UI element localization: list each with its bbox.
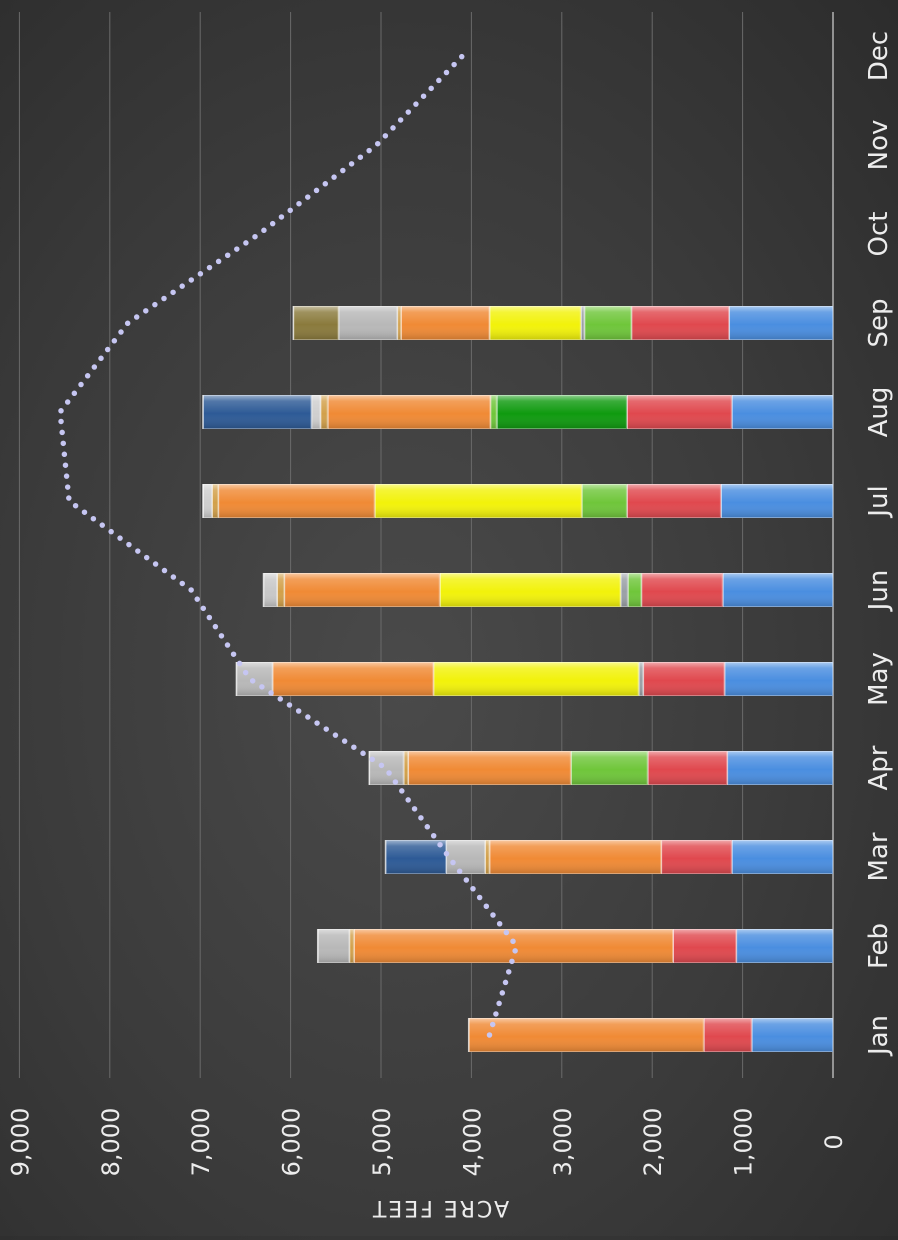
y-tick-label: 8,000 [97,1108,125,1177]
bar-segment [488,840,662,874]
x-tick-label: Feb [864,923,894,969]
x-tick-label: May [864,652,894,706]
bar-segment [627,573,642,607]
bar-segment [400,306,490,340]
bar-segment [642,662,725,696]
x-tick-label: Mar [864,832,894,881]
bar-segment [630,306,730,340]
bar-segment [319,395,328,429]
bar-segment [211,484,219,518]
bar-segment [495,395,627,429]
bar-segment [637,662,644,696]
bar-segment [348,929,354,963]
category-axis: Jan Feb Mar Apr May Jun Jul Aug Sep Oct Nov Dec [864,31,894,1057]
bar-segment [702,1018,752,1052]
bar-segment [720,484,833,518]
bar-segment [316,929,350,963]
bar-segment [467,1018,704,1052]
x-tick-label: Jul [864,485,894,518]
bar-segment [292,306,339,340]
bar-segment [439,573,621,607]
bar-segment [672,929,737,963]
x-tick-label: Dec [864,31,894,81]
bar-segment [396,306,401,340]
x-tick-label: Jun [864,570,894,613]
y-tick-label: 0 [820,1134,848,1149]
y-axis-title: ACRE FEET [371,1195,509,1220]
bar-segment [750,1018,834,1052]
y-tick-label: 1,000 [730,1108,758,1177]
bar-segment [262,573,278,607]
y-tick-label: 7,000 [187,1108,215,1177]
bar-segment [271,662,434,696]
bar-segment [660,840,732,874]
x-tick-label: Apr [864,745,894,790]
bar-segment [728,306,833,340]
gridlines [18,12,834,1078]
bar-segment [580,484,627,518]
y-tick-label: 9,000 [6,1108,34,1177]
bar-segment [484,840,490,874]
bar-segment [373,484,582,518]
bar-segment [353,929,673,963]
bar-segment [310,395,321,429]
bar-segment [489,395,497,429]
bar-segment [368,751,404,785]
bar-segment [326,395,491,429]
x-tick-label: Nov [864,120,894,171]
bar-segment [580,306,585,340]
bar-segment [723,662,834,696]
x-tick-label: Sep [864,298,894,347]
bar-segment [640,573,723,607]
y-tick-label: 4,000 [458,1108,486,1177]
y-tick-label: 2,000 [639,1108,667,1177]
bar-segment [337,306,398,340]
y-tick-label: 3,000 [549,1108,577,1177]
bar-segment [283,573,440,607]
bar-segment [731,395,834,429]
bar-segment [202,484,212,518]
bar-segment [432,662,639,696]
x-tick-label: Oct [864,212,894,257]
bar-segment [626,395,732,429]
x-tick-label: Jan [864,1015,894,1057]
bar-segment [570,751,648,785]
bar-segment [735,929,833,963]
bar-segment [445,840,485,874]
line-series [57,53,520,1038]
x-tick-label: Aug [864,387,894,438]
bar-segment [276,573,285,607]
bar-segment [626,484,721,518]
bar-segment [721,573,833,607]
y-tick-label: 5,000 [368,1108,396,1177]
bar-series [202,306,834,1052]
bar-segment [202,395,312,429]
y-tick-label: 6,000 [278,1108,306,1177]
bar-segment [402,751,409,785]
bar-segment [583,306,632,340]
bar-segment [731,840,834,874]
bar-segment [726,751,833,785]
bar-segment [488,306,581,340]
dotted-line-series [57,53,520,1038]
bar-segment [619,573,628,607]
bar-segment [646,751,728,785]
bar-segment [217,484,375,518]
bar-segment [407,751,571,785]
value-axis: 0 1,000 2,000 3,000 4,000 5,000 6,000 7,000 8,00… [6,1108,848,1177]
bar-segment [384,840,447,874]
